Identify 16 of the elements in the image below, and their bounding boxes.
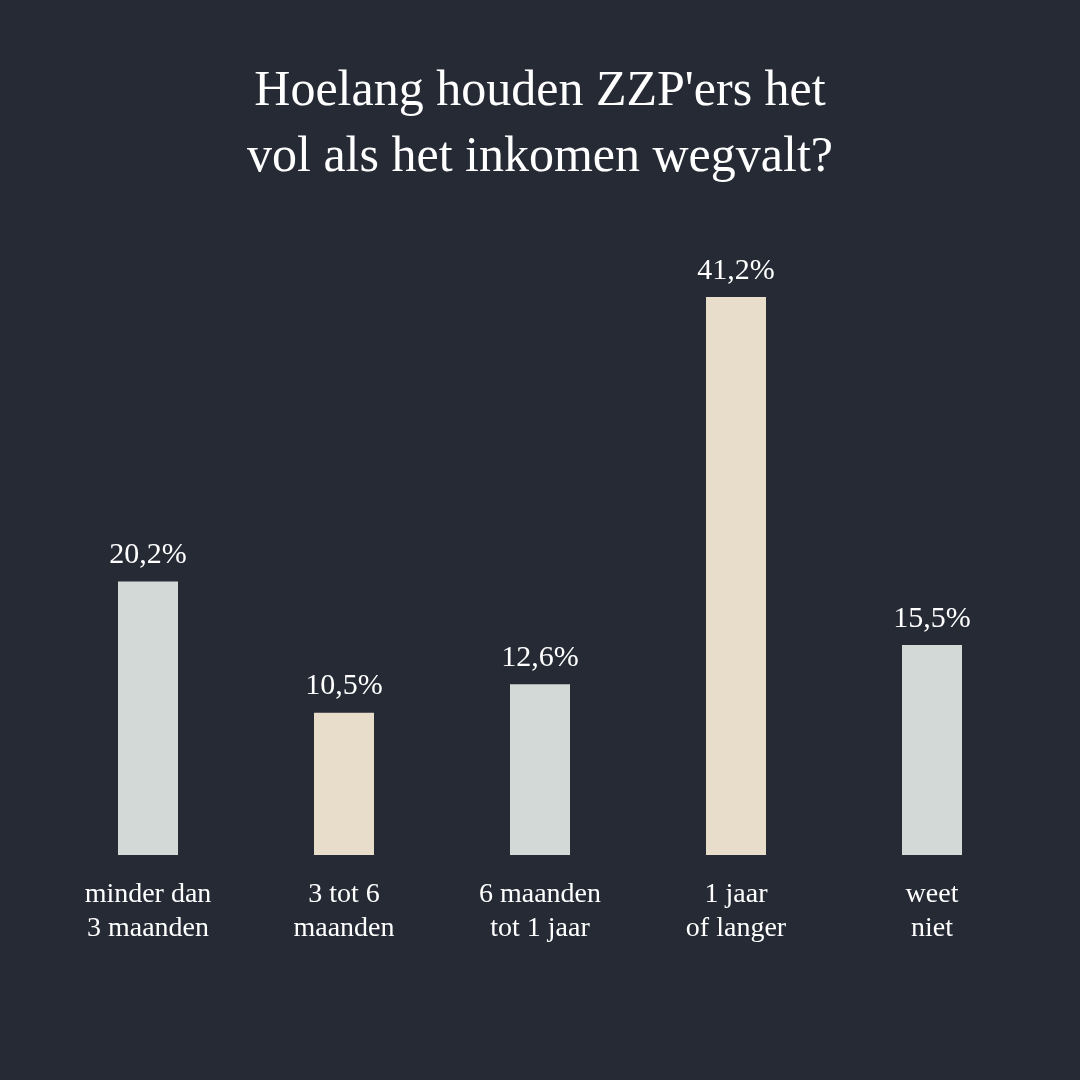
data-label: 10,5% [305,667,383,701]
data-label: 12,6% [501,638,579,672]
bar [706,297,766,855]
x-tick-label: minder dan 3 maanden [84,876,212,942]
x-tick-label: 6 maanden tot 1 jaar [478,876,602,942]
x-tick-label: weet niet [905,876,959,942]
bar [510,684,570,855]
chart-title: Hoelang houden ZZP'ers het vol als het inkomen wegvalt? [247,60,833,182]
bar [118,581,178,855]
data-label: 15,5% [893,599,971,633]
bar [902,645,962,855]
data-label: 20,2% [109,535,187,569]
x-tick-label: 1 jaar of langer [685,876,787,942]
bar [314,712,374,855]
data-label: 41,2% [697,251,775,285]
x-tick-label: 3 tot 6 maanden [293,876,395,942]
